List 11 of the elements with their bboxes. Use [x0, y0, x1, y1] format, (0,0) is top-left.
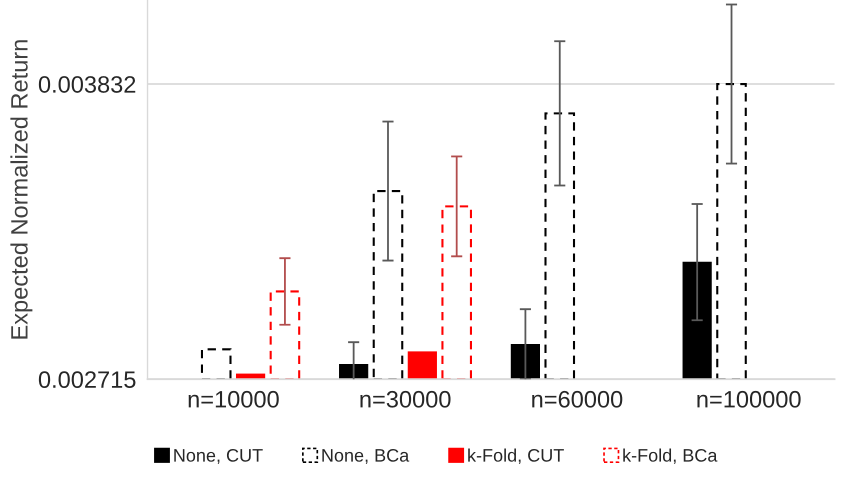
legend-label: None, CUT — [174, 448, 263, 464]
y-tick-label: 0.002715 — [38, 371, 136, 388]
y-tick-label: 0.003832 — [38, 76, 136, 93]
x-tick-label: n=100000 — [697, 390, 801, 408]
legend-label: k-Fold, BCa — [623, 448, 718, 464]
legend-label: None, BCa — [322, 448, 410, 464]
x-tick-label: n=60000 — [532, 390, 622, 408]
y-axis-title: Expected Normalized Return — [10, 40, 32, 339]
x-tick-label: n=30000 — [360, 390, 451, 408]
legend-label: k-Fold, CUT — [468, 448, 564, 464]
x-tick-label: n=10000 — [188, 390, 279, 408]
